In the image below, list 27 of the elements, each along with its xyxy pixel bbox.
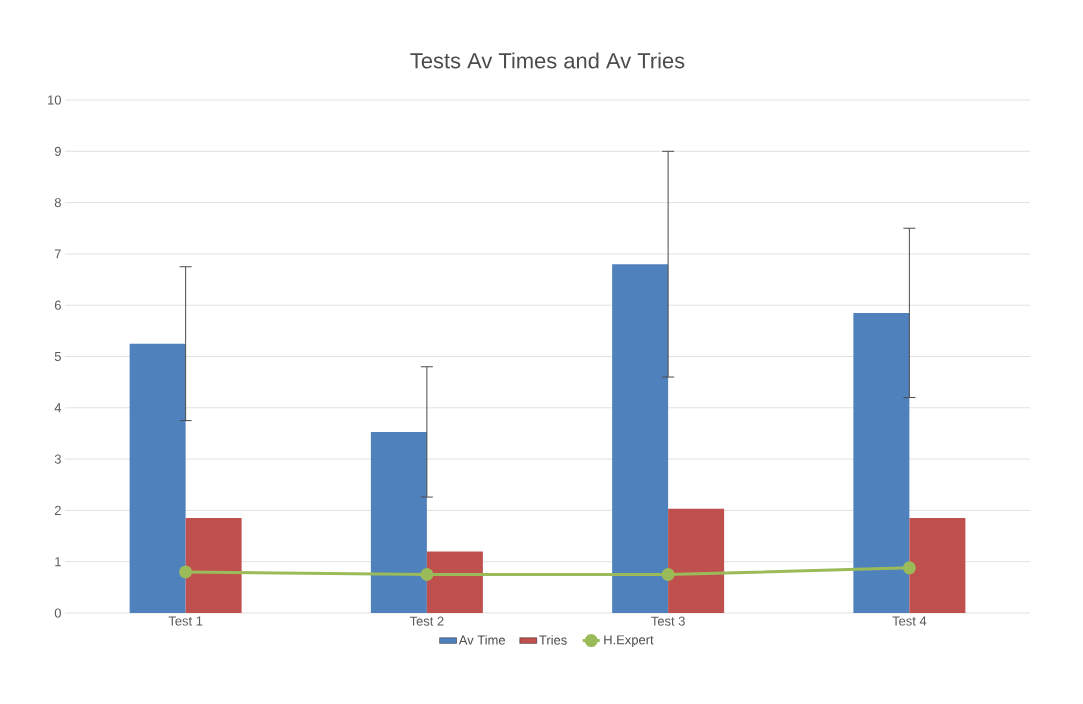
bar	[668, 508, 725, 613]
y-tick-label: 10	[48, 95, 61, 105]
y-tick-label: 9	[54, 146, 61, 156]
y-tick-label: 7	[54, 249, 61, 259]
bar	[612, 264, 669, 613]
y-tick-label: 0	[54, 608, 61, 618]
y-tick-label: 3	[54, 454, 61, 464]
legend-label: Av Time	[458, 635, 505, 645]
legend-label: Tries	[539, 635, 567, 645]
y-tick-label: 4	[54, 403, 62, 413]
y-tick-label: 1	[55, 557, 61, 567]
y-tick-label: 6	[54, 300, 61, 310]
x-tick-label: Test 1	[168, 616, 203, 626]
bar	[853, 312, 910, 613]
legend-label: H.Expert	[604, 635, 654, 647]
bar	[370, 431, 427, 613]
bar	[909, 518, 966, 613]
y-tick-label: 2	[54, 505, 61, 515]
chart-title: Tests Av Times and Av Tries	[410, 52, 685, 69]
bar	[185, 518, 242, 613]
x-tick-label: Test 2	[409, 616, 444, 626]
bar	[426, 551, 483, 613]
y-tick-label: 8	[54, 198, 61, 208]
x-tick-label: Test 3	[651, 616, 685, 626]
x-tick-label: Test 4	[892, 616, 927, 626]
bar	[129, 343, 186, 613]
y-tick-label: 5	[54, 351, 61, 362]
